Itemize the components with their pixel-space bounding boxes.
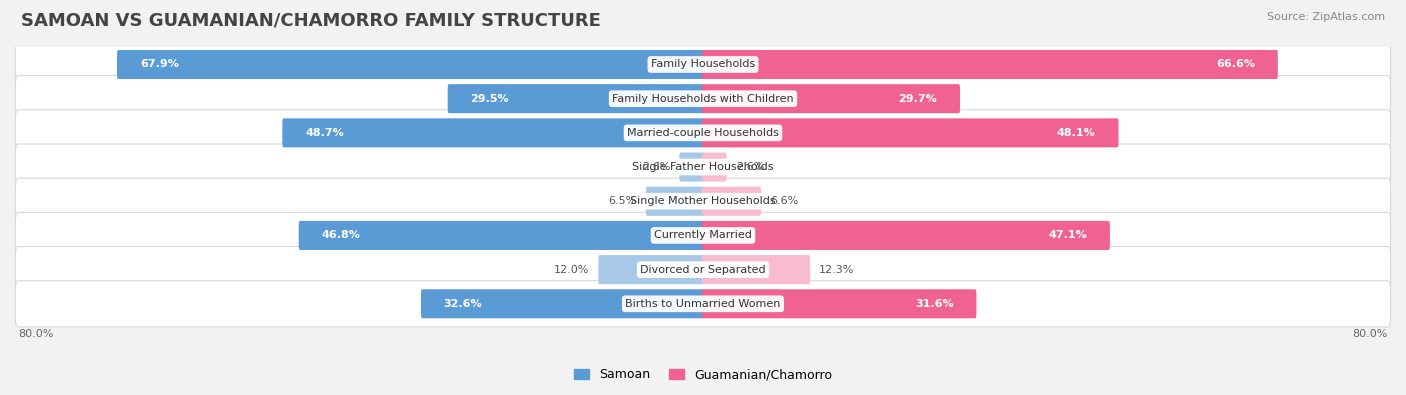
Text: 80.0%: 80.0% bbox=[1353, 329, 1388, 339]
Legend: Samoan, Guamanian/Chamorro: Samoan, Guamanian/Chamorro bbox=[569, 363, 837, 386]
Text: Source: ZipAtlas.com: Source: ZipAtlas.com bbox=[1267, 12, 1385, 22]
Text: 29.5%: 29.5% bbox=[471, 94, 509, 103]
Text: 2.6%: 2.6% bbox=[735, 162, 763, 172]
Text: Family Households with Children: Family Households with Children bbox=[612, 94, 794, 103]
FancyBboxPatch shape bbox=[298, 221, 704, 250]
FancyBboxPatch shape bbox=[15, 281, 1391, 327]
FancyBboxPatch shape bbox=[702, 84, 960, 113]
Text: 29.7%: 29.7% bbox=[898, 94, 938, 103]
FancyBboxPatch shape bbox=[15, 213, 1391, 258]
FancyBboxPatch shape bbox=[15, 246, 1391, 293]
FancyBboxPatch shape bbox=[645, 187, 704, 216]
FancyBboxPatch shape bbox=[702, 255, 810, 284]
Text: 48.1%: 48.1% bbox=[1057, 128, 1095, 138]
Text: Divorced or Separated: Divorced or Separated bbox=[640, 265, 766, 275]
FancyBboxPatch shape bbox=[702, 152, 727, 182]
FancyBboxPatch shape bbox=[15, 110, 1391, 156]
FancyBboxPatch shape bbox=[283, 118, 704, 147]
FancyBboxPatch shape bbox=[15, 41, 1391, 88]
Text: 6.5%: 6.5% bbox=[609, 196, 637, 206]
Text: 67.9%: 67.9% bbox=[139, 60, 179, 70]
FancyBboxPatch shape bbox=[15, 178, 1391, 224]
FancyBboxPatch shape bbox=[15, 75, 1391, 122]
FancyBboxPatch shape bbox=[702, 118, 1119, 147]
Text: Births to Unmarried Women: Births to Unmarried Women bbox=[626, 299, 780, 309]
Text: 47.1%: 47.1% bbox=[1049, 230, 1087, 241]
Text: Currently Married: Currently Married bbox=[654, 230, 752, 241]
Text: 12.0%: 12.0% bbox=[554, 265, 589, 275]
FancyBboxPatch shape bbox=[447, 84, 704, 113]
Text: 12.3%: 12.3% bbox=[820, 265, 855, 275]
Text: 48.7%: 48.7% bbox=[305, 128, 344, 138]
Text: 2.6%: 2.6% bbox=[643, 162, 671, 172]
Text: 80.0%: 80.0% bbox=[18, 329, 53, 339]
FancyBboxPatch shape bbox=[702, 221, 1109, 250]
FancyBboxPatch shape bbox=[420, 289, 704, 318]
FancyBboxPatch shape bbox=[679, 152, 704, 182]
Text: Family Households: Family Households bbox=[651, 60, 755, 70]
Text: 66.6%: 66.6% bbox=[1216, 60, 1256, 70]
Text: 46.8%: 46.8% bbox=[322, 230, 360, 241]
Text: 31.6%: 31.6% bbox=[915, 299, 953, 309]
Text: Single Father Households: Single Father Households bbox=[633, 162, 773, 172]
FancyBboxPatch shape bbox=[702, 50, 1278, 79]
FancyBboxPatch shape bbox=[702, 187, 761, 216]
Text: Married-couple Households: Married-couple Households bbox=[627, 128, 779, 138]
FancyBboxPatch shape bbox=[117, 50, 704, 79]
Text: SAMOAN VS GUAMANIAN/CHAMORRO FAMILY STRUCTURE: SAMOAN VS GUAMANIAN/CHAMORRO FAMILY STRU… bbox=[21, 12, 600, 30]
FancyBboxPatch shape bbox=[15, 144, 1391, 190]
Text: 6.6%: 6.6% bbox=[770, 196, 799, 206]
Text: Single Mother Households: Single Mother Households bbox=[630, 196, 776, 206]
Text: 32.6%: 32.6% bbox=[444, 299, 482, 309]
FancyBboxPatch shape bbox=[702, 289, 976, 318]
FancyBboxPatch shape bbox=[599, 255, 704, 284]
